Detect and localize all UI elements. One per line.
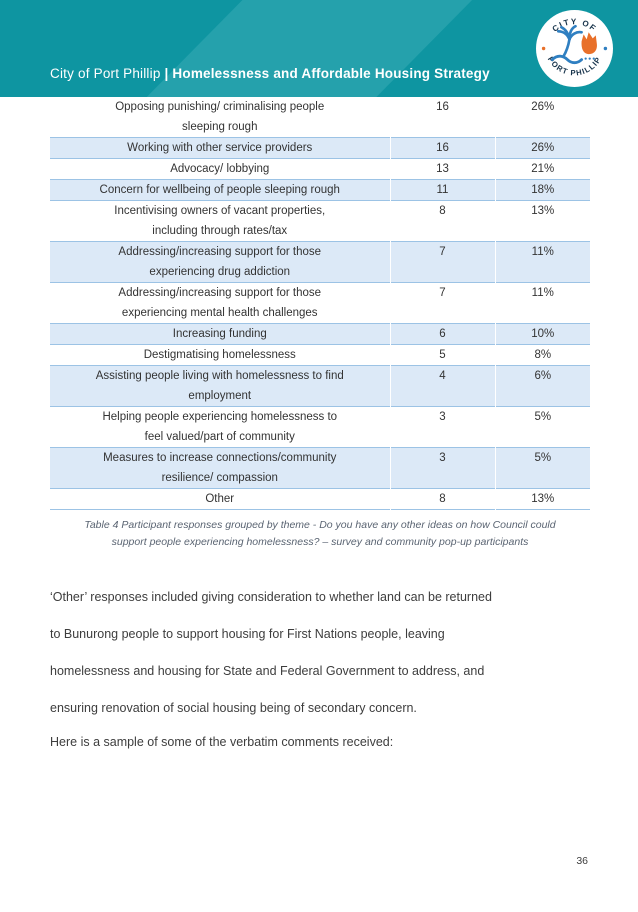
- theme-line: resilience/ compassion: [161, 472, 278, 484]
- percent-cell: 13%: [494, 200, 590, 242]
- count-cell: 16: [389, 137, 495, 159]
- percent-cell: 10%: [494, 323, 590, 345]
- theme-cell: Advocacy/ lobbying: [50, 159, 390, 180]
- theme-line: Helping people experiencing homelessness…: [102, 411, 338, 423]
- table-row: Measures to increase connections/communi…: [50, 447, 590, 489]
- table-caption-line: support people experiencing homelessness…: [111, 536, 529, 548]
- theme-line: Destigmatising homelessness: [143, 349, 296, 361]
- count-cell: 4: [389, 365, 495, 407]
- theme-line: Advocacy/ lobbying: [170, 163, 270, 175]
- table-row: Opposing punishing/ criminalising people…: [50, 96, 590, 138]
- theme-cell: Destigmatising homelessness: [50, 345, 390, 366]
- table-row: Destigmatising homelessness 5 8%: [50, 344, 590, 366]
- percent-cell: 26%: [494, 137, 590, 159]
- port-phillip-logo-icon: CITY OF PORT PHILLIP: [536, 10, 613, 87]
- table-row: Incentivising owners of vacant propertie…: [50, 200, 590, 242]
- count-cell: 11: [389, 179, 495, 201]
- count-cell: 8: [389, 200, 495, 242]
- theme-line: Addressing/increasing support for those: [118, 246, 322, 258]
- theme-line: experiencing drug addiction: [149, 266, 291, 278]
- count-cell: 8: [389, 488, 495, 510]
- count-cell: 3: [389, 447, 495, 489]
- theme-cell: Other: [50, 489, 390, 510]
- body-text-line: ‘Other’ responses included giving consid…: [50, 590, 492, 604]
- body-text-line: Here is a sample of some of the verbatim…: [50, 735, 394, 749]
- body-text-line: ensuring renovation of social housing be…: [50, 701, 417, 715]
- body-paragraph: ‘Other’ responses included giving consid…: [50, 579, 590, 757]
- percent-cell: 11%: [494, 241, 590, 283]
- table-row: Working with other service providers 16 …: [50, 137, 590, 159]
- count-cell: 3: [389, 406, 495, 448]
- table-row: Other 8 13%: [50, 488, 590, 510]
- theme-line: Other: [205, 493, 235, 505]
- percent-cell: 11%: [494, 282, 590, 324]
- count-cell: 13: [389, 158, 495, 180]
- theme-line: Measures to increase connections/communi…: [103, 452, 337, 464]
- header-bar: City of Port Phillip | Homelessness and …: [0, 0, 638, 97]
- percent-cell: 13%: [494, 488, 590, 510]
- count-cell: 7: [389, 282, 495, 324]
- table-caption-line: Table 4 Participant responses grouped by…: [84, 519, 556, 531]
- theme-line: feel valued/part of community: [144, 431, 295, 443]
- count-cell: 16: [389, 96, 495, 138]
- theme-line: experiencing mental health challenges: [121, 307, 318, 319]
- theme-cell: Increasing funding: [50, 324, 390, 345]
- theme-line: Increasing funding: [172, 328, 267, 340]
- theme-line: Working with other service providers: [127, 142, 313, 154]
- percent-cell: 21%: [494, 158, 590, 180]
- logo-left-dot: [541, 46, 546, 51]
- body-text-line: homelessness and housing for State and F…: [50, 664, 485, 678]
- theme-cell: Incentivising owners of vacant propertie…: [50, 201, 390, 242]
- table-row: Concern for wellbeing of people sleeping…: [50, 179, 590, 201]
- theme-cell: Addressing/increasing support for those …: [50, 242, 390, 283]
- percent-cell: 8%: [494, 344, 590, 366]
- theme-line: Incentivising owners of vacant propertie…: [114, 205, 326, 217]
- theme-line: including through rates/tax: [152, 225, 288, 237]
- logo-right-dot: [603, 46, 608, 51]
- theme-line: employment: [188, 390, 252, 402]
- theme-line: Addressing/increasing support for those: [118, 287, 322, 299]
- theme-cell: Addressing/increasing support for those …: [50, 283, 390, 324]
- table-row: Helping people experiencing homelessness…: [50, 406, 590, 448]
- table-row: Addressing/increasing support for those …: [50, 282, 590, 324]
- table-row: Increasing funding 6 10%: [50, 323, 590, 345]
- theme-cell: Helping people experiencing homelessness…: [50, 407, 390, 448]
- logo-dots-art: [584, 57, 595, 60]
- table-row: Assisting people living with homelessnes…: [50, 365, 590, 407]
- theme-cell: Concern for wellbeing of people sleeping…: [50, 180, 390, 201]
- theme-line: sleeping rough: [182, 121, 258, 133]
- theme-cell: Assisting people living with homelessnes…: [50, 366, 390, 407]
- count-cell: 7: [389, 241, 495, 283]
- percent-cell: 26%: [494, 96, 590, 138]
- theme-cell: Opposing punishing/ criminalising people…: [50, 97, 390, 138]
- logo-orange-sun-art: [581, 32, 597, 55]
- theme-line: Concern for wellbeing of people sleeping…: [99, 184, 340, 196]
- percent-cell: 6%: [494, 365, 590, 407]
- percent-cell: 5%: [494, 406, 590, 448]
- theme-cell: Measures to increase connections/communi…: [50, 448, 390, 489]
- count-cell: 5: [389, 344, 495, 366]
- percent-cell: 18%: [494, 179, 590, 201]
- header-title-prefix: City of Port Phillip: [50, 66, 165, 81]
- count-cell: 6: [389, 323, 495, 345]
- theme-line: Opposing punishing/ criminalising people: [115, 101, 325, 113]
- percent-cell: 5%: [494, 447, 590, 489]
- logo-palm-wave-art: [550, 24, 584, 65]
- table-caption: Table 4 Participant responses grouped by…: [50, 517, 590, 551]
- theme-cell: Working with other service providers: [50, 138, 390, 159]
- theme-line: Assisting people living with homelessnes…: [95, 370, 344, 382]
- header-title-strategy: | Homelessness and Affordable Housing St…: [164, 66, 490, 81]
- responses-table: Theme Number of responses % of responses…: [50, 52, 590, 510]
- table-row: Addressing/increasing support for those …: [50, 241, 590, 283]
- header-title: City of Port Phillip | Homelessness and …: [50, 66, 490, 81]
- table-row: Advocacy/ lobbying 13 21%: [50, 158, 590, 180]
- page-number: 36: [576, 855, 588, 867]
- body-text-line: to Bunurong people to support housing fo…: [50, 627, 445, 641]
